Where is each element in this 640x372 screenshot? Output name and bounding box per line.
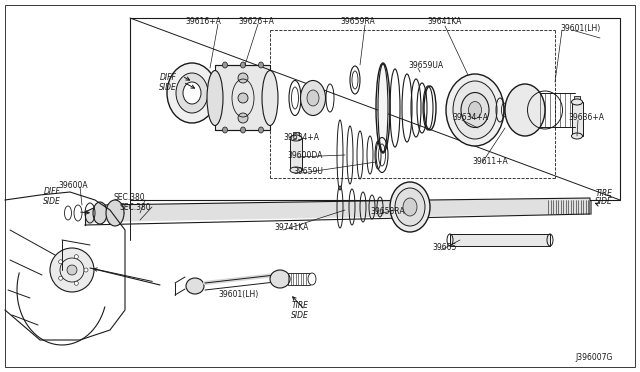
Circle shape <box>415 209 422 218</box>
Text: SIDE: SIDE <box>43 196 61 205</box>
Circle shape <box>84 268 88 272</box>
Text: DIFF: DIFF <box>44 187 60 196</box>
Text: SEC.380: SEC.380 <box>120 202 152 212</box>
Ellipse shape <box>238 113 248 123</box>
Ellipse shape <box>241 127 246 133</box>
Ellipse shape <box>395 188 425 226</box>
Text: 39659RA: 39659RA <box>340 17 375 26</box>
Ellipse shape <box>106 200 124 226</box>
Circle shape <box>191 288 195 292</box>
Text: 39659UA: 39659UA <box>408 61 443 70</box>
Bar <box>290 138 302 170</box>
Circle shape <box>106 210 112 216</box>
Text: 39634+A: 39634+A <box>452 113 488 122</box>
Ellipse shape <box>176 73 208 113</box>
Ellipse shape <box>301 80 326 115</box>
Ellipse shape <box>468 102 481 119</box>
Circle shape <box>118 210 124 216</box>
Ellipse shape <box>572 99 582 105</box>
Circle shape <box>74 255 78 259</box>
Circle shape <box>50 248 94 292</box>
Ellipse shape <box>572 133 582 139</box>
Bar <box>130 18 620 200</box>
Ellipse shape <box>307 90 319 106</box>
Circle shape <box>112 218 118 224</box>
Ellipse shape <box>378 64 388 152</box>
Circle shape <box>463 111 472 120</box>
Ellipse shape <box>259 127 264 133</box>
Circle shape <box>95 216 100 221</box>
Ellipse shape <box>223 62 227 68</box>
Ellipse shape <box>262 71 278 125</box>
Ellipse shape <box>223 127 227 133</box>
Circle shape <box>59 260 63 264</box>
Text: 39616+A: 39616+A <box>185 17 221 26</box>
Text: 39600DA: 39600DA <box>287 151 323 160</box>
Circle shape <box>309 84 317 92</box>
Bar <box>572 102 583 136</box>
Circle shape <box>406 190 414 198</box>
Circle shape <box>397 209 405 218</box>
Ellipse shape <box>238 73 248 83</box>
Text: 39641KA: 39641KA <box>427 17 461 26</box>
Text: 39658RA: 39658RA <box>370 208 404 217</box>
Ellipse shape <box>270 270 290 288</box>
Circle shape <box>478 111 487 120</box>
Ellipse shape <box>183 82 201 104</box>
Ellipse shape <box>186 278 204 294</box>
Ellipse shape <box>403 198 417 216</box>
Ellipse shape <box>241 62 246 68</box>
Ellipse shape <box>453 81 497 139</box>
Ellipse shape <box>167 63 217 123</box>
Text: 39611+A: 39611+A <box>472 157 508 167</box>
Text: 39634+A: 39634+A <box>283 134 319 142</box>
Circle shape <box>470 94 479 103</box>
Circle shape <box>302 99 310 107</box>
Text: 39626+A: 39626+A <box>238 17 274 26</box>
Text: 39659U: 39659U <box>293 167 323 176</box>
Circle shape <box>198 284 202 288</box>
Circle shape <box>74 281 78 285</box>
Ellipse shape <box>446 74 504 146</box>
Text: J396007G: J396007G <box>575 353 612 362</box>
Ellipse shape <box>390 182 430 232</box>
Text: 39636+A: 39636+A <box>568 113 604 122</box>
Circle shape <box>67 265 77 275</box>
Ellipse shape <box>207 71 223 125</box>
Text: 39600A: 39600A <box>58 180 88 189</box>
Circle shape <box>112 202 118 208</box>
Ellipse shape <box>259 62 264 68</box>
Text: TIRE: TIRE <box>595 189 612 198</box>
Bar <box>574 96 580 104</box>
Text: SIDE: SIDE <box>159 83 177 92</box>
Text: 39601(LH): 39601(LH) <box>218 291 259 299</box>
Ellipse shape <box>238 93 248 103</box>
Text: SIDE: SIDE <box>595 198 613 206</box>
Text: 39741KA: 39741KA <box>274 224 308 232</box>
Text: 39605: 39605 <box>432 244 456 253</box>
Ellipse shape <box>290 135 302 141</box>
Bar <box>293 132 299 140</box>
Bar <box>215 65 270 130</box>
Text: 39601(LH): 39601(LH) <box>560 23 600 32</box>
Bar <box>450 234 550 246</box>
Text: DIFF: DIFF <box>159 74 177 83</box>
Text: SEC.380: SEC.380 <box>113 193 145 202</box>
Circle shape <box>191 280 195 285</box>
Circle shape <box>102 211 108 215</box>
Ellipse shape <box>290 167 302 173</box>
Polygon shape <box>85 198 590 225</box>
Circle shape <box>316 99 324 107</box>
Circle shape <box>95 205 100 210</box>
Circle shape <box>59 276 63 280</box>
Ellipse shape <box>505 84 545 136</box>
Text: SIDE: SIDE <box>291 311 309 320</box>
Text: TIRE: TIRE <box>291 301 308 311</box>
Ellipse shape <box>461 93 489 128</box>
Ellipse shape <box>93 202 107 224</box>
